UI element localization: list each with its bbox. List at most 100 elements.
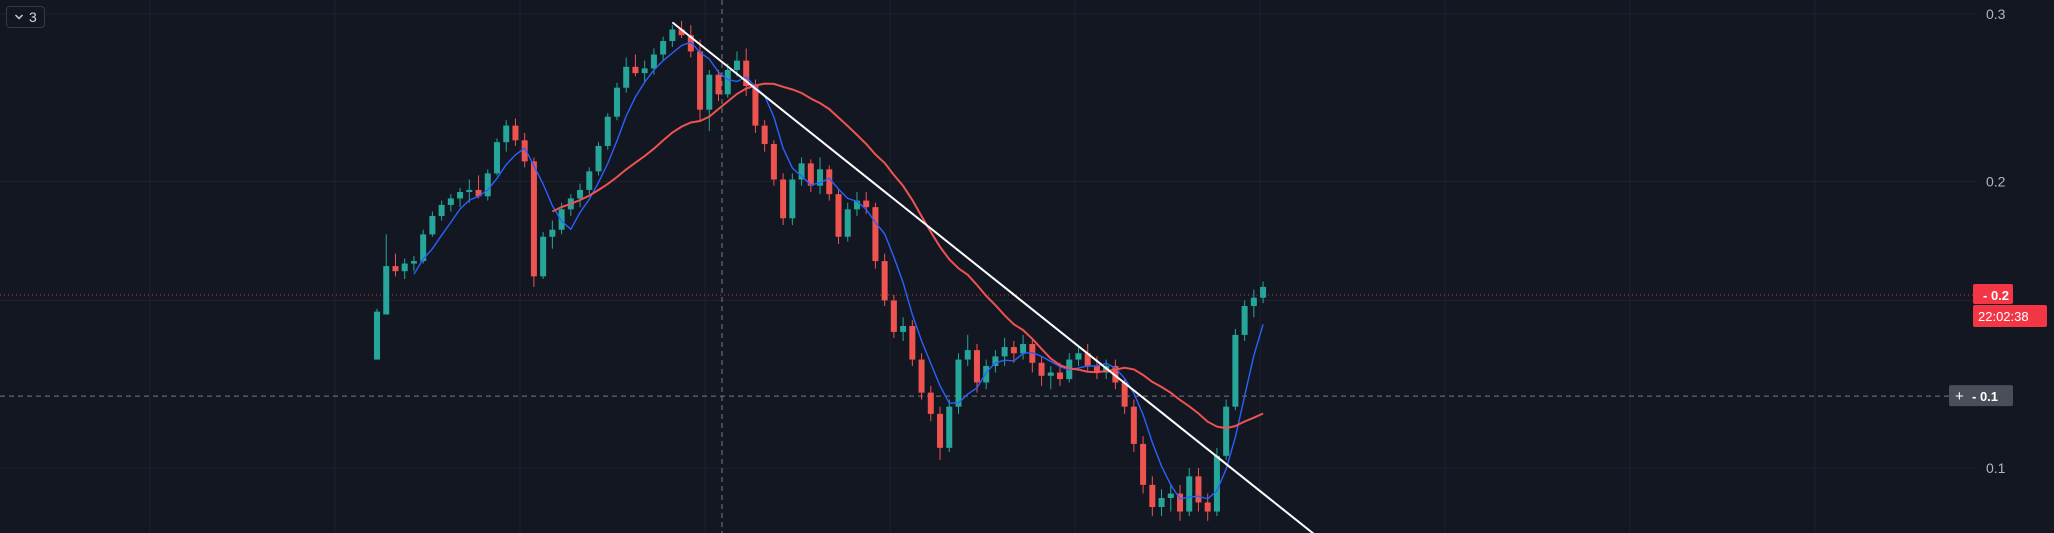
candle-body (835, 194, 842, 237)
candle-body (632, 66, 639, 74)
candle-body (1213, 455, 1220, 512)
candle-body (1112, 365, 1119, 383)
candle-body (1223, 406, 1230, 456)
trend-line (671, 21, 1315, 533)
candle-body (1204, 502, 1211, 512)
candle-body (540, 236, 547, 277)
candle-body (1010, 347, 1017, 354)
price-axis-tick: 0.3 (1986, 6, 2006, 22)
candle-body (401, 263, 408, 272)
candle-body (1047, 372, 1054, 376)
candle-body (1186, 476, 1193, 512)
candle-body (900, 326, 907, 332)
candle-body (623, 66, 630, 88)
candle-body (1177, 493, 1184, 512)
candle-body (660, 41, 667, 55)
candle-body (964, 350, 971, 360)
candle-body (1167, 493, 1174, 498)
legend-toggle-button[interactable]: 3 (6, 6, 45, 28)
current-price-label: - 0.2 (1983, 288, 2009, 303)
candle-body (484, 173, 491, 197)
candle-body (863, 200, 870, 208)
candle-body (438, 204, 445, 217)
candle-body (595, 145, 602, 172)
candle-body (493, 142, 500, 174)
candle-body (1195, 476, 1202, 503)
candle-body (973, 350, 980, 383)
candle-body (890, 300, 897, 332)
crosshair-price-label: - 0.1 (1972, 389, 1998, 404)
candle-body (789, 179, 796, 219)
candle-body (955, 359, 962, 407)
candle-body (715, 74, 722, 95)
candle-body (927, 392, 934, 414)
candle-body (447, 198, 454, 205)
candle-body (853, 200, 860, 210)
candle-body (466, 189, 473, 193)
candle-body (558, 209, 565, 230)
candle-body (946, 406, 953, 448)
legend-count: 3 (29, 9, 37, 25)
candle-body (521, 140, 528, 162)
candle-body (752, 86, 759, 126)
candle-body (697, 51, 704, 110)
candle-body (577, 189, 584, 199)
candle-body (844, 209, 851, 237)
candle-body (1029, 343, 1036, 363)
current-price-badge (1973, 283, 2013, 304)
candle-body (706, 74, 713, 110)
candle-body (826, 169, 833, 195)
candle-body (770, 144, 777, 180)
candle-body (512, 125, 519, 141)
candle-body (1038, 362, 1045, 376)
candle-body (724, 69, 731, 95)
candle-body (457, 192, 464, 199)
candle-body (392, 266, 399, 272)
moving-average-line (551, 82, 1264, 430)
candle-body (650, 54, 657, 69)
price-axis-tick: 0.1 (1986, 460, 2006, 476)
candle-body (1001, 347, 1008, 357)
crosshair-price-badge (1949, 385, 2013, 407)
candle-body (1158, 497, 1165, 507)
candle-body (475, 189, 482, 197)
countdown-timer: 22:02:38 (1978, 309, 2029, 324)
candle-body (613, 87, 620, 117)
candle-body (586, 171, 593, 190)
candle-body (1250, 297, 1257, 306)
candle-body (1075, 353, 1082, 360)
candle-body (374, 311, 380, 360)
candle-body (420, 234, 427, 262)
chevron-down-icon (15, 14, 23, 20)
candle-body (937, 413, 944, 448)
candle-body (1130, 406, 1137, 444)
candle-body (383, 266, 390, 315)
candle-body (410, 261, 417, 264)
candle-body (992, 356, 999, 366)
candle-body (807, 163, 814, 186)
candle-body (1020, 343, 1027, 354)
candle-body (743, 60, 750, 87)
candle-body (1140, 443, 1147, 485)
candle-body (761, 125, 768, 145)
candle-body (872, 207, 879, 262)
candle-body (429, 216, 436, 235)
candle-body (817, 169, 824, 186)
candle-body (1084, 353, 1091, 366)
candle-body (1093, 365, 1100, 373)
candle-body (687, 35, 694, 52)
candle-body (733, 60, 740, 70)
candle-body (641, 68, 648, 74)
candle-body (604, 116, 611, 146)
candle-body (918, 359, 925, 393)
candle-body (1260, 286, 1267, 298)
candle-body (881, 261, 888, 301)
candle-body (669, 29, 676, 42)
candle-body (780, 179, 787, 219)
candle-body (549, 229, 556, 237)
price-axis-tick: 0.2 (1986, 174, 2006, 190)
candle-body (983, 365, 990, 383)
candle-body (1149, 484, 1156, 507)
